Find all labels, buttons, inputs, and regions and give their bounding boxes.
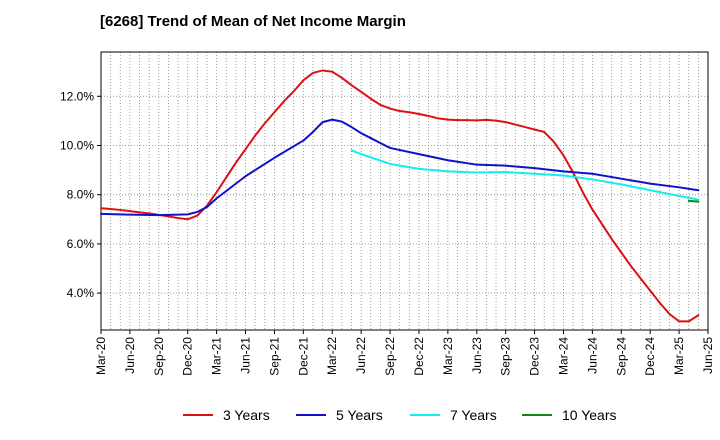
x-tick-label: Dec-23	[528, 337, 542, 376]
x-tick-label: Dec-20	[181, 337, 195, 376]
y-tick-label: 6.0%	[67, 237, 95, 251]
y-tick-label: 8.0%	[67, 188, 95, 202]
series-lines	[100, 69, 700, 323]
series-line-5-years	[100, 118, 700, 217]
x-tick-label: Mar-23	[441, 337, 455, 375]
series-line-3-years	[100, 69, 700, 323]
legend-label: 10 Years	[562, 407, 617, 423]
x-tick-label: Mar-22	[325, 337, 339, 375]
y-axis: 4.0% 6.0% 8.0% 10.0% 12.0%	[60, 89, 101, 300]
x-axis: Mar-20 Jun-20 Sep-20 Dec-20 Mar-21 Jun-21 Sep-…	[94, 330, 715, 376]
y-tick-label: 12.0%	[60, 89, 94, 103]
x-tick-label: Sep-22	[383, 337, 397, 376]
x-tick-label: Jun-22	[354, 337, 368, 374]
legend-label: 5 Years	[336, 407, 383, 423]
x-tick-label: Mar-24	[556, 337, 570, 375]
gridlines	[101, 52, 708, 330]
x-tick-label: Mar-20	[94, 337, 108, 375]
legend-label: 7 Years	[450, 407, 497, 423]
series-line-7-years	[350, 149, 700, 201]
legend: 3 Years 5 Years 7 Years 10 Years	[183, 407, 617, 423]
x-tick-label: Dec-24	[643, 337, 657, 376]
x-tick-label: Jun-23	[470, 337, 484, 374]
plot-border	[100, 51, 709, 331]
x-tick-label: Sep-23	[499, 337, 513, 376]
x-tick-label: Mar-21	[210, 337, 224, 375]
legend-label: 3 Years	[223, 407, 270, 423]
x-tick-label: Sep-24	[614, 337, 628, 376]
y-tick-label: 10.0%	[60, 138, 94, 152]
x-tick-label: Jun-25	[701, 337, 715, 374]
x-tick-label: Sep-21	[267, 337, 281, 376]
plot-area	[101, 52, 708, 330]
x-tick-label: Dec-22	[412, 337, 426, 376]
x-tick-label: Dec-21	[296, 337, 310, 376]
x-tick-label: Sep-20	[152, 337, 166, 376]
x-tick-label: Mar-25	[672, 337, 686, 375]
chart-title: [6268] Trend of Mean of Net Income Margi…	[100, 13, 406, 30]
x-tick-label: Jun-24	[585, 337, 599, 374]
series-line-10-years	[687, 199, 700, 203]
y-tick-label: 4.0%	[67, 286, 95, 300]
x-tick-label: Jun-20	[123, 337, 137, 374]
x-tick-label: Jun-21	[239, 337, 253, 374]
